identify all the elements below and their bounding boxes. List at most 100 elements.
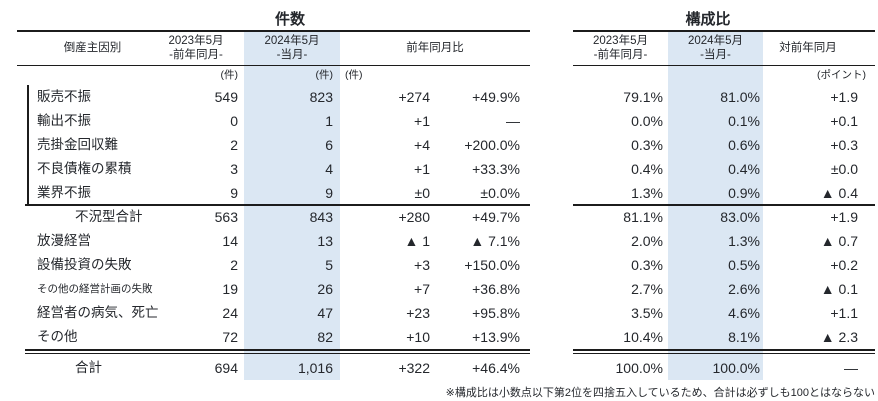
cell-diff: +280 (398, 209, 430, 225)
cell-c2023: 2 (230, 257, 238, 273)
cell-c2023: 14 (222, 233, 238, 249)
cell-c2023: 72 (222, 329, 238, 345)
cell-diff: +4 (414, 137, 430, 153)
unit-cases-current: (件) (315, 69, 334, 81)
cell-r2023: 79.1% (623, 89, 663, 105)
counts-section-title: 件数 (274, 11, 305, 28)
cell-pct: ±0.0% (480, 185, 520, 201)
cell-r2024: 0.6% (728, 137, 760, 153)
header-counts-prev-year-line2: -前年同月- (169, 49, 223, 61)
cell-label: 不況型合計 (75, 209, 143, 224)
cell-rdiff: +0.3 (830, 137, 858, 153)
cell-r2024: 83.0% (720, 209, 760, 225)
cell-r2023: 0.3% (631, 137, 663, 153)
highlight-column-counts-current (244, 31, 340, 380)
cell-r2023: 0.3% (631, 257, 663, 273)
unit-points: (ポイント) (817, 69, 866, 81)
cell-c2023: 563 (214, 209, 238, 225)
cell-c2023: 9 (230, 185, 238, 201)
cell-pct: +33.3% (472, 161, 520, 177)
header-ratio-current-line1: 2024年5月 (688, 35, 743, 47)
cell-pct: +46.4% (472, 360, 520, 376)
table-row: 輸出不振 0 1 +1 — 0.0% 0.1% +0.1 (0, 109, 878, 133)
header-ratio-prev-year-line1: 2023年5月 (593, 35, 648, 47)
cell-c2023: 0 (230, 113, 238, 129)
cell-label: 売掛金回収難 (37, 137, 118, 152)
cell-rdiff: ▲ 0.7 (820, 233, 858, 249)
cell-pct: +49.7% (472, 209, 520, 225)
cell-c2024: 1 (325, 113, 333, 129)
cell-label: 輸出不振 (37, 113, 91, 128)
table-row: その他の経営計画の失敗 19 26 +7 +36.8% 2.7% 2.6% ▲ 0.1 (0, 277, 878, 301)
cell-r2024: 0.4% (728, 161, 760, 177)
cell-r2024: 0.1% (728, 113, 760, 129)
counts-subtotal-rule (25, 204, 530, 206)
cell-rdiff: +1.9 (830, 209, 858, 225)
table-row: 経営者の病気、死亡 24 47 +23 +95.8% 3.5% 4.6% +1.1 (0, 301, 878, 325)
ratio-subtotal-rule (573, 204, 875, 206)
counts-total-double-rule-top (25, 349, 530, 351)
cell-c2024: 843 (309, 209, 333, 225)
highlight-column-ratio-current (668, 31, 763, 380)
cell-pct: — (506, 113, 520, 129)
cell-r2024: 0.9% (728, 185, 760, 201)
header-counts-current-line2: -当月- (276, 49, 308, 61)
cell-diff: +274 (398, 89, 430, 105)
cell-c2024: 26 (317, 281, 333, 297)
cell-diff: ±0 (414, 185, 430, 201)
cell-diff: +322 (398, 360, 430, 376)
cell-label: 合計 (75, 360, 102, 375)
cell-label: 販売不振 (37, 89, 91, 104)
cell-r2024: 1.3% (728, 233, 760, 249)
cell-label: 放漫経営 (37, 233, 91, 248)
counts-title-rule (17, 30, 530, 32)
cell-r2024: 2.6% (728, 281, 760, 297)
table-row: 合計 694 1,016 +322 +46.4% 100.0% 100.0% — (0, 355, 878, 381)
cell-rdiff: ▲ 2.3 (820, 329, 858, 345)
cell-rdiff: +0.1 (830, 113, 858, 129)
cell-c2023: 2 (230, 137, 238, 153)
table-row: 不良債権の累積 3 4 +1 +33.3% 0.4% 0.4% ±0.0 (0, 157, 878, 181)
cell-rdiff: — (844, 360, 858, 376)
cell-c2024: 4 (325, 161, 333, 177)
cell-rdiff: +1.9 (830, 89, 858, 105)
cell-label: 設備投資の失敗 (37, 257, 132, 272)
unit-cases-prev-year: (件) (220, 69, 239, 81)
cell-rdiff: +1.1 (830, 305, 858, 321)
cell-c2023: 24 (222, 305, 238, 321)
ratio-title-rule (573, 30, 875, 32)
cell-pct: +49.9% (472, 89, 520, 105)
ratio-header-rule (573, 64, 875, 66)
header-vs-prev-year: 対前年同月 (779, 42, 837, 54)
cell-c2023: 694 (214, 360, 238, 376)
cell-rdiff: ▲ 0.1 (820, 281, 858, 297)
table-row: 販売不振 549 823 +274 +49.9% 79.1% 81.0% +1.9 (0, 85, 878, 109)
cell-rdiff: +0.2 (830, 257, 858, 273)
cell-rdiff: ▲ 0.4 (820, 185, 858, 201)
header-counts-current-line1: 2024年5月 (264, 35, 320, 47)
cell-diff: +7 (414, 281, 430, 297)
cell-c2024: 9 (325, 185, 333, 201)
footnote: ※構成比は小数点以下第2位を四捨五入しているため、合計は必ずしも100とはならな… (445, 387, 875, 399)
cell-c2023: 19 (222, 281, 238, 297)
cell-pct: ▲ 7.1% (470, 233, 520, 249)
counts-header-rule (17, 64, 530, 66)
cell-diff: ▲ 1 (404, 233, 430, 249)
header-counts-current: 2024年5月 -当月- (244, 31, 340, 65)
header-cause: 倒産主因別 (63, 42, 122, 54)
cell-c2024: 82 (317, 329, 333, 345)
table-row: 業界不振 9 9 ±0 ±0.0% 1.3% 0.9% ▲ 0.4 (0, 181, 878, 205)
cell-diff: +1 (414, 161, 430, 177)
cell-label: 経営者の病気、死亡 (37, 305, 159, 320)
cell-c2023: 3 (230, 161, 238, 177)
cell-pct: +36.8% (472, 281, 520, 297)
header-ratio-current-line2: -当月- (700, 49, 731, 61)
ratio-section-title: 構成比 (685, 11, 731, 28)
cell-diff: +3 (414, 257, 430, 273)
cell-r2023: 2.7% (631, 281, 663, 297)
cell-c2024: 5 (325, 257, 333, 273)
cell-diff: +1 (414, 113, 430, 129)
cell-pct: +95.8% (472, 305, 520, 321)
